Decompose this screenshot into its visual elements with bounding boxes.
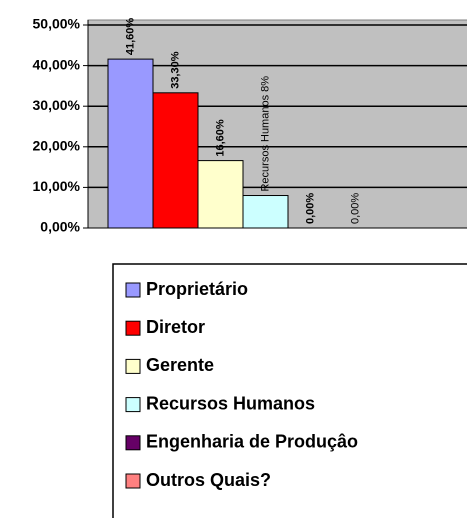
y-tick-label: 0,00% — [40, 219, 80, 235]
value-label: 0,00% — [304, 193, 316, 224]
legend-swatch — [125, 435, 141, 451]
y-tick-label: 10,00% — [33, 178, 81, 194]
value-label: Recursos Humanos 8% — [259, 76, 271, 192]
legend-swatch — [125, 358, 141, 374]
y-tick-label: 50,00% — [33, 16, 81, 32]
bar — [197, 160, 244, 229]
value-label: 41,60% — [124, 18, 136, 56]
legend-label: Recursos Humanos — [146, 393, 315, 413]
legend-swatch — [125, 473, 141, 489]
legend-swatch — [125, 320, 141, 336]
legend-label: Engenharia de Produçâo — [146, 432, 358, 452]
value-label: 33,30% — [169, 51, 181, 89]
legend-swatch — [125, 397, 141, 413]
legend-label: Proprietário — [146, 279, 248, 299]
legend-label: Gerente — [146, 355, 214, 375]
bar — [152, 92, 199, 229]
legend-label: Outros Quais? — [146, 470, 271, 490]
legend-swatch — [125, 282, 141, 298]
y-tick-label: 20,00% — [33, 138, 81, 154]
bar — [242, 195, 289, 229]
legend — [112, 263, 467, 518]
value-label: 0,00% — [349, 193, 361, 224]
value-label: 16,60% — [214, 119, 226, 157]
legend-label: Diretor — [146, 317, 205, 337]
bar — [107, 58, 154, 229]
y-tick-label: 30,00% — [33, 97, 81, 113]
y-tick-label: 40,00% — [33, 56, 81, 72]
